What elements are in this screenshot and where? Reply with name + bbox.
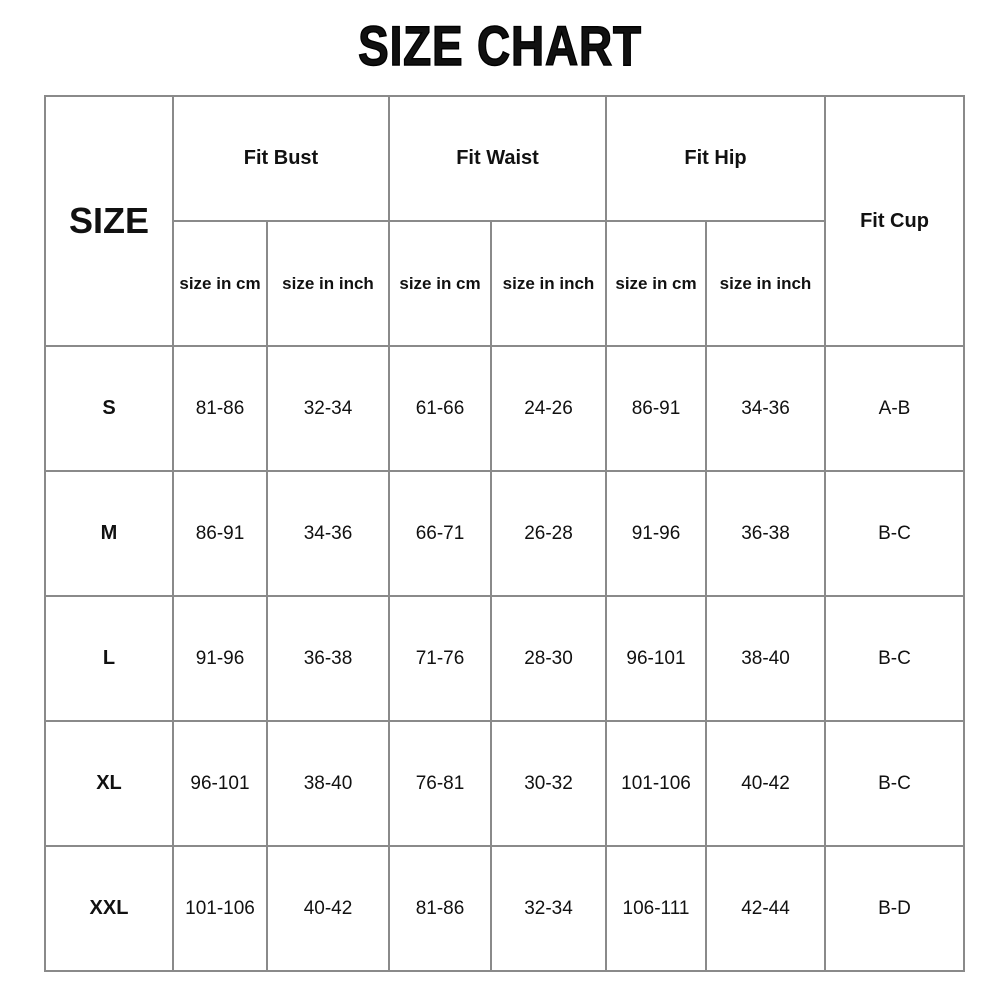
subheader-hip-cm: size in cm: [605, 220, 707, 347]
size-cell: XXL: [44, 845, 174, 972]
header-row-units: size in cm size in inch size in cm size …: [45, 220, 964, 347]
cell-bust-cm: 91-96: [172, 595, 268, 722]
size-header: SIZE: [44, 95, 174, 347]
cell-cup: B-C: [824, 595, 965, 722]
cell-waist-inch: 32-34: [490, 845, 607, 972]
cell-waist-cm: 71-76: [388, 595, 492, 722]
cell-waist-inch: 26-28: [490, 470, 607, 597]
cell-bust-inch: 36-38: [266, 595, 390, 722]
table-row: S 81-86 32-34 61-66 24-26 86-91 34-36 A-B: [44, 345, 965, 472]
header-fit-cup: Fit Cup: [824, 95, 965, 347]
size-cell: M: [44, 470, 174, 597]
subheader-bust-cm: size in cm: [172, 220, 268, 347]
header-row-groups: SIZE Fit Bust Fit Waist Fit Hip Fit Cup: [44, 95, 965, 347]
cell-cup: B-C: [824, 720, 965, 847]
subheader-hip-inch: size in inch: [705, 220, 826, 347]
cell-waist-inch: 28-30: [490, 595, 607, 722]
cell-waist-inch: 24-26: [490, 345, 607, 472]
subheader-bust-inch: size in inch: [266, 220, 390, 347]
cell-hip-cm: 91-96: [605, 470, 707, 597]
size-cell: S: [44, 345, 174, 472]
size-chart-table: SIZE Fit Bust Fit Waist Fit Hip Fit Cup …: [44, 95, 965, 972]
cell-hip-inch: 36-38: [705, 470, 826, 597]
cell-hip-cm: 86-91: [605, 345, 707, 472]
cell-hip-cm: 96-101: [605, 595, 707, 722]
table-row: L 91-96 36-38 71-76 28-30 96-101 38-40 B-C: [44, 595, 965, 722]
subheader-waist-cm: size in cm: [388, 220, 492, 347]
cell-bust-cm: 101-106: [172, 845, 268, 972]
cell-cup: B-C: [824, 470, 965, 597]
cell-cup: B-D: [824, 845, 965, 972]
table-row: XXL 101-106 40-42 81-86 32-34 106-111 42-44 B-D: [44, 845, 965, 972]
cell-hip-cm: 106-111: [605, 845, 707, 972]
cell-waist-cm: 61-66: [388, 345, 492, 472]
cell-waist-inch: 30-32: [490, 720, 607, 847]
title-text: SIZE CHART: [358, 13, 642, 78]
cell-bust-cm: 86-91: [172, 470, 268, 597]
cell-waist-cm: 81-86: [388, 845, 492, 972]
subheader-waist-inch: size in inch: [490, 220, 607, 347]
cell-bust-inch: 32-34: [266, 345, 390, 472]
size-cell: XL: [44, 720, 174, 847]
page-title: SIZE CHART: [0, 13, 1000, 78]
cell-bust-inch: 34-36: [266, 470, 390, 597]
cell-cup: A-B: [824, 345, 965, 472]
cell-bust-cm: 96-101: [172, 720, 268, 847]
header-fit-waist: Fit Waist: [388, 95, 607, 222]
cell-bust-cm: 81-86: [172, 345, 268, 472]
cell-bust-inch: 38-40: [266, 720, 390, 847]
cell-waist-cm: 76-81: [388, 720, 492, 847]
cell-hip-inch: 34-36: [705, 345, 826, 472]
cell-bust-inch: 40-42: [266, 845, 390, 972]
table-row: XL 96-101 38-40 76-81 30-32 101-106 40-42 B-C: [44, 720, 965, 847]
table-row: M 86-91 34-36 66-71 26-28 91-96 36-38 B-C: [44, 470, 965, 597]
cell-waist-cm: 66-71: [388, 470, 492, 597]
cell-hip-cm: 101-106: [605, 720, 707, 847]
cell-hip-inch: 38-40: [705, 595, 826, 722]
header-fit-hip: Fit Hip: [605, 95, 826, 222]
header-fit-bust: Fit Bust: [172, 95, 390, 222]
cell-hip-inch: 40-42: [705, 720, 826, 847]
size-cell: L: [44, 595, 174, 722]
cell-hip-inch: 42-44: [705, 845, 826, 972]
